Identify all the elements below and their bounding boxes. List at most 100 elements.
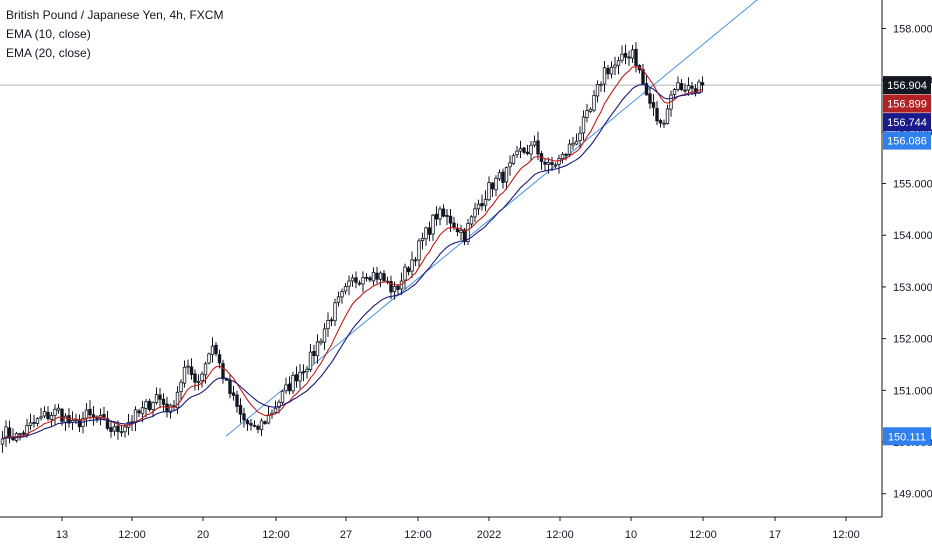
candle: [305, 365, 309, 379]
candle: [301, 364, 306, 382]
candle: [441, 204, 446, 218]
candle: [375, 266, 379, 284]
ema-10-line: [2, 66, 703, 440]
candle: [574, 133, 579, 146]
candle: [609, 61, 614, 79]
candle: [427, 221, 432, 242]
time-axis-bg: [0, 517, 932, 550]
candle: [315, 334, 320, 364]
candle: [361, 271, 365, 293]
price-tag: 156.899: [883, 94, 931, 113]
candle: [651, 93, 656, 117]
candle: [420, 232, 425, 250]
candle: [445, 209, 449, 225]
candle: [158, 388, 162, 409]
candle: [95, 415, 99, 423]
candle: [511, 153, 516, 166]
candle: [634, 42, 638, 73]
candle: [308, 343, 313, 373]
time-tick-label: 12:00: [118, 529, 146, 541]
candle: [448, 209, 453, 232]
price-tag: 156.744: [883, 113, 931, 132]
trendline[interactable]: [225, 0, 779, 437]
candle: [480, 194, 484, 211]
candle: [700, 76, 705, 92]
candle: [28, 413, 33, 431]
price-tick-label: 154.000: [893, 230, 932, 242]
candle: [249, 418, 253, 431]
legend-ema-20: EMA (20, close): [6, 46, 91, 60]
time-tick-label: 2022: [477, 529, 501, 541]
candle: [11, 428, 15, 442]
candle: [42, 406, 47, 418]
candle: [539, 151, 544, 170]
candle: [326, 312, 330, 337]
candle: [77, 414, 82, 432]
candle: [385, 276, 390, 285]
candle: [228, 373, 232, 399]
candle: [490, 181, 495, 197]
candle: [287, 376, 292, 395]
candle: [364, 273, 369, 282]
candle: [438, 206, 442, 226]
candle: [137, 408, 141, 418]
candle: [553, 162, 558, 168]
candle: [371, 267, 376, 285]
price-tag-label: 156.744: [887, 117, 927, 129]
price-tag-label: 156.899: [887, 99, 927, 111]
candle: [329, 317, 334, 327]
time-tick-label: 12:00: [832, 529, 860, 541]
candle: [382, 270, 386, 283]
candle: [518, 140, 523, 158]
candle: [172, 399, 176, 411]
candle: [473, 202, 477, 223]
candle: [70, 411, 75, 431]
candle: [455, 223, 460, 237]
candle: [238, 398, 243, 424]
candle: [319, 338, 323, 346]
candle: [312, 344, 316, 364]
candle: [403, 263, 407, 290]
candle: [350, 274, 355, 287]
candle: [410, 251, 414, 279]
candle: [424, 226, 428, 246]
candle: [49, 412, 54, 426]
ema-layer: [2, 66, 703, 440]
legend-ema-10: EMA (10, close): [6, 27, 91, 41]
candle: [630, 44, 635, 63]
candle: [343, 283, 348, 295]
candle: [378, 271, 383, 288]
candle: [693, 84, 698, 97]
candle: [210, 337, 215, 363]
candle: [683, 83, 687, 94]
candle: [336, 291, 341, 307]
price-tick-label: 158.000: [893, 23, 932, 35]
time-tick-label: 12:00: [689, 529, 717, 541]
candle: [207, 352, 211, 365]
candle: [263, 420, 267, 425]
time-tick-label: 17: [769, 529, 781, 541]
candle: [459, 224, 463, 241]
price-tag: 156.904: [883, 76, 931, 95]
candle: [333, 298, 337, 327]
ema-20-line: [2, 84, 703, 440]
candle: [161, 393, 166, 412]
candle: [39, 407, 43, 421]
candle: [483, 190, 488, 212]
candle: [515, 146, 519, 159]
price-tick-label: 149.000: [893, 489, 932, 501]
candle: [532, 135, 537, 148]
candle: [508, 155, 512, 176]
candle: [245, 418, 250, 431]
candle: [504, 166, 509, 190]
candle: [690, 81, 694, 96]
candle: [413, 256, 418, 266]
candles-layer: [0, 42, 705, 453]
candle: [679, 79, 684, 92]
price-tick-label: 153.000: [893, 282, 932, 294]
candle: [469, 215, 474, 229]
time-tick-label: 12:00: [404, 529, 432, 541]
